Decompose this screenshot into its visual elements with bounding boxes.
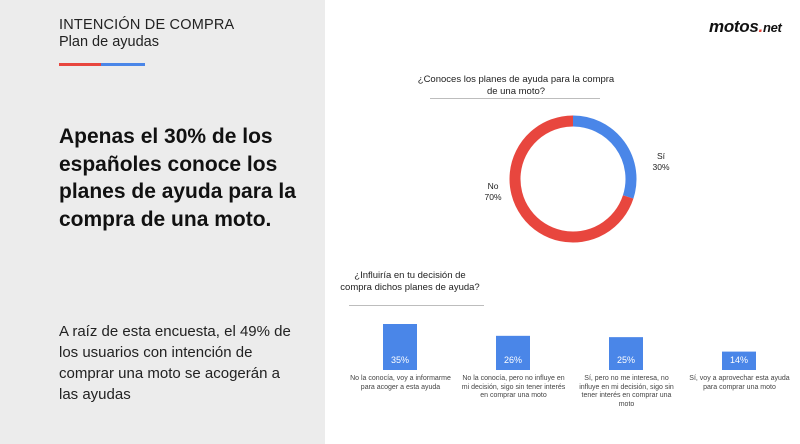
donut-slice-si [572, 115, 637, 199]
donut-value-label: 70% [484, 192, 501, 202]
bar [496, 335, 530, 370]
donut-value-label: 30% [652, 162, 669, 172]
section-title: INTENCIÓN DE COMPRA [59, 17, 235, 33]
logo-dot: . [758, 17, 764, 36]
bar-value-label: 14% [730, 355, 748, 365]
accent-bar-red [59, 63, 101, 66]
donut-category-label: Sí [657, 151, 666, 161]
bar-category-label: Sí, voy a aprovechar esta ayuda para com… [689, 375, 790, 391]
brand-logo: motos.net [709, 17, 782, 37]
donut-category-label: No [488, 181, 499, 191]
accent-bar-blue [101, 63, 145, 66]
bar-category-label: No la conocía, pero no influye en mi dec… [461, 375, 566, 399]
headline: Apenas el 30% de los españoles conoce lo… [59, 125, 296, 231]
left-panel [0, 0, 325, 444]
body-text: A raíz de esta encuesta, el 49% de los u… [59, 323, 291, 403]
donut-question-divider [430, 98, 600, 99]
donut-slice-no [509, 115, 634, 243]
section-subtitle: Plan de ayudas [59, 34, 159, 50]
bar-category-label: No la conocía, voy a informarme para aco… [350, 375, 451, 391]
bar-value-label: 25% [617, 355, 635, 365]
bar [609, 337, 643, 370]
donut-question: ¿Conoces los planes de ayuda para la com… [417, 74, 615, 97]
accent-bar [59, 63, 145, 66]
logo-main: motos [709, 17, 759, 36]
bar-category-label: Sí, pero no me interesa, no influye en m… [579, 375, 674, 408]
bar-chart: 35% 26% 25% 14% [383, 324, 756, 370]
bar-value-label: 35% [391, 355, 409, 365]
bar [722, 351, 756, 370]
bar [383, 324, 417, 370]
logo-suffix: net [762, 20, 782, 35]
bar-question-divider [349, 305, 484, 306]
bar-question: ¿Influiría en tu decisión de compra dich… [340, 270, 480, 293]
bar-value-label: 26% [504, 355, 522, 365]
